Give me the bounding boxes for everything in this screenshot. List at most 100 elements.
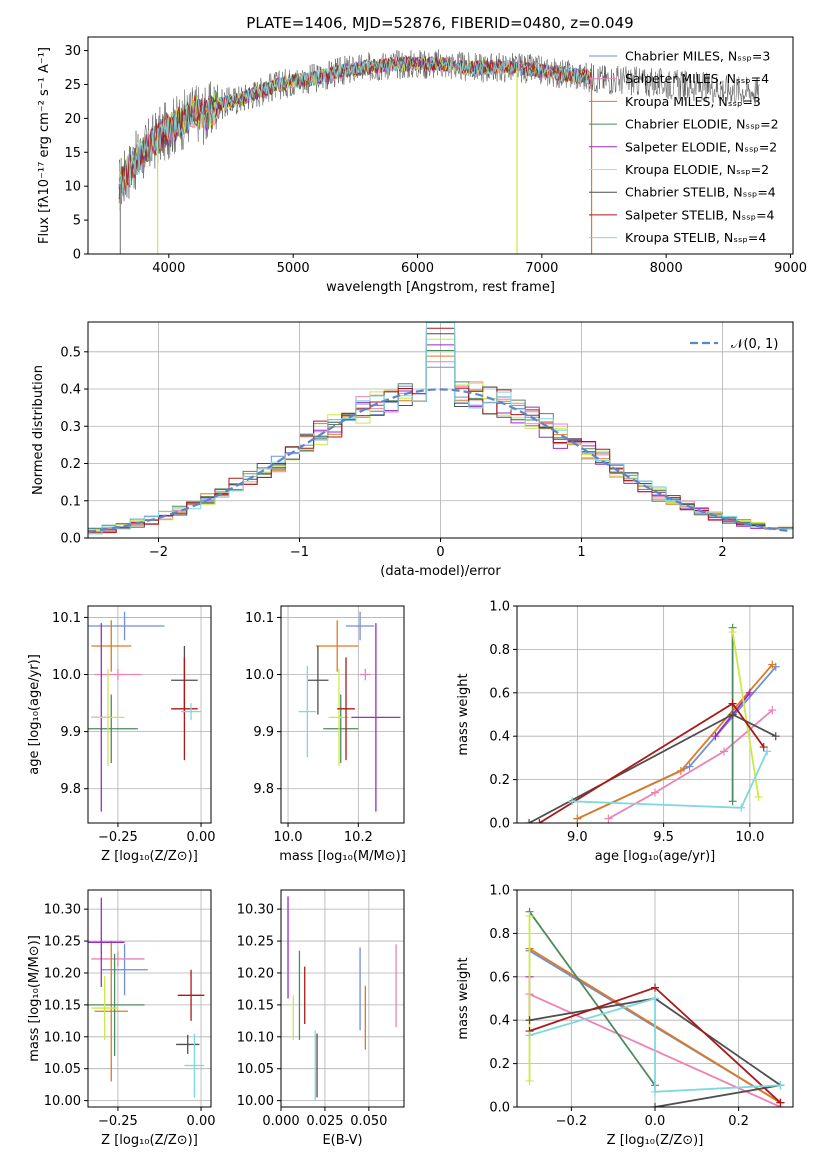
weight-marker [745,688,754,697]
weight-marker [525,819,534,823]
plot-area [118,49,760,254]
weight-marker [651,983,659,992]
model-spectrum-line [118,56,592,196]
weight-marker [771,732,780,741]
x-tick-label: 0.00 [187,1114,216,1129]
figure-title: PLATE=1406, MJD=52876, FIBERID=0480, z=0… [246,14,633,32]
plot-area [287,896,397,1101]
y-tick-label: 10.0 [52,668,81,683]
y-tick-label: 10.15 [44,998,81,1013]
x-axis-label: Z [log₁₀(Z/Z⊙)] [101,1133,198,1148]
plot-area [88,611,202,812]
weight-marker [728,797,737,806]
x-axis-label: (data-model)/error [380,564,501,579]
y-tick-label: 10 [64,180,81,195]
y-tick-label: 0.0 [489,1101,510,1116]
x-axis-label: E(B-V) [322,1133,362,1148]
axes-frame [87,36,794,255]
panel-age-weight: 9.0 9.5 10.0 0.0 0.2 0.4 0.6 0.8 1.0 age [log₁₀(a… [456,600,794,864]
y-tick-label: 10.1 [245,611,274,626]
model-spectrum-line [118,56,592,204]
x-tick-label: 9000 [774,261,807,276]
weight-marker [737,803,746,812]
weight-marker [573,814,582,823]
y-tick-label: 10.05 [44,1062,81,1077]
y-tick-label: 9.9 [253,725,274,740]
y-axis-label: mass [log₁₀(M/M⊙)] [27,935,42,1062]
normal-curve [88,388,791,533]
y-tick-label: 0.4 [489,1014,510,1029]
y-tick-label: 10.20 [44,966,81,981]
legend-entry: Chabrier MILES, Nₛₛₚ=3 [625,49,770,64]
x-tick-label: 10.0 [735,830,764,845]
x-tick-label: 5000 [277,261,310,276]
x-tick-label: 2 [718,545,726,560]
panel-z-weight: −0.2 0.0 0.2 0.0 0.2 0.4 0.6 0.8 1.0 Z [log₁₀(Z/Z… [456,884,794,1148]
x-tick-label: 9.5 [653,830,674,845]
y-tick-label: 15 [64,146,81,161]
weight-marker [768,706,777,715]
x-tick-label: 0.000 [262,1114,299,1129]
axes-frame [87,605,212,824]
y-tick-label: 0.1 [60,494,81,509]
weight-marker [728,628,737,637]
weight-marker [525,912,534,921]
x-tick-label: 0 [436,545,444,560]
weight-marker [651,994,659,1003]
weight-marker [676,766,685,775]
x-tick-label: −0.2 [556,1114,588,1129]
x-tick-label: −2 [149,545,168,560]
panel-residuals: −2 −1 0 1 2 0.0 0.1 0.2 0.3 0.4 0.5 (data-model)/er… [31,321,794,579]
legend-entry: Chabrier STELIB, Nₛₛₚ=4 [625,185,776,200]
y-tick-label: 10.30 [237,903,274,918]
weight-marker [651,788,659,797]
weight-marker [776,1081,785,1090]
x-tick-label: 10.2 [344,830,373,845]
x-tick-label: 0.00 [187,830,216,845]
y-tick-label: 30 [64,44,81,59]
x-tick-label: −0.25 [98,830,138,845]
panel-ebv-mass: 0.000 0.025 0.050 10.00 10.05 10.10 10.15 10.20… [237,889,405,1148]
y-tick-label: 10.25 [44,935,81,950]
weight-marker [763,747,772,756]
weight-marker [535,819,544,823]
x-axis-label: mass [log₁₀(M/M⊙)] [279,849,406,864]
y-tick-label: 1.0 [489,600,510,615]
legend-entry: Salpeter STELIB, Nₛₛₚ=4 [625,207,775,222]
model-spectrum-line [118,56,592,199]
y-axis-label: Normed distribution [31,365,46,495]
weight-marker [651,1103,659,1107]
y-tick-label: 0.8 [489,643,510,658]
x-tick-label: 9.0 [567,830,588,845]
x-tick-label: 4000 [152,261,185,276]
histogram-step [88,333,793,533]
legend-entry: Kroupa MILES, Nₛₛₚ=3 [625,94,761,109]
y-tick-label: 5 [73,214,81,229]
weight-marker [728,710,737,719]
axes-frame [280,889,405,1108]
y-tick-label: 10.00 [237,1094,274,1109]
weight-line [528,911,656,1086]
x-tick-label: 6000 [401,261,434,276]
model-spectrum-line [118,56,592,195]
plot-area [525,623,780,823]
y-tick-label: 25 [64,78,81,93]
panel-z-mass: −0.25 0.00 10.00 10.05 10.10 10.15 10.20 10.25 1… [27,889,216,1148]
legend-entry: Kroupa STELIB, Nₛₛₚ=4 [625,230,766,245]
x-tick-label: 0.050 [350,1114,387,1129]
y-tick-label: 10.25 [237,935,274,950]
y-tick-label: 10.10 [237,1030,274,1045]
histogram-step [88,322,793,535]
y-tick-label: 0.6 [489,970,510,985]
x-axis-label: wavelength [Angstrom, rest frame] [326,280,555,295]
y-tick-label: 10.1 [52,611,81,626]
weight-marker [711,732,720,741]
weight-marker [685,762,694,771]
y-tick-label: 0.0 [489,817,510,832]
panel-spectrum: 4000 5000 6000 7000 8000 9000 0 5 10 15 20 25 30 wave… [37,36,807,295]
legend-entry: Chabrier ELODIE, Nₛₛₚ=2 [625,117,779,132]
x-tick-label: 8000 [650,261,683,276]
y-tick-label: 10.30 [44,903,81,918]
y-tick-label: 20 [64,112,81,127]
y-tick-label: 10.00 [44,1094,81,1109]
